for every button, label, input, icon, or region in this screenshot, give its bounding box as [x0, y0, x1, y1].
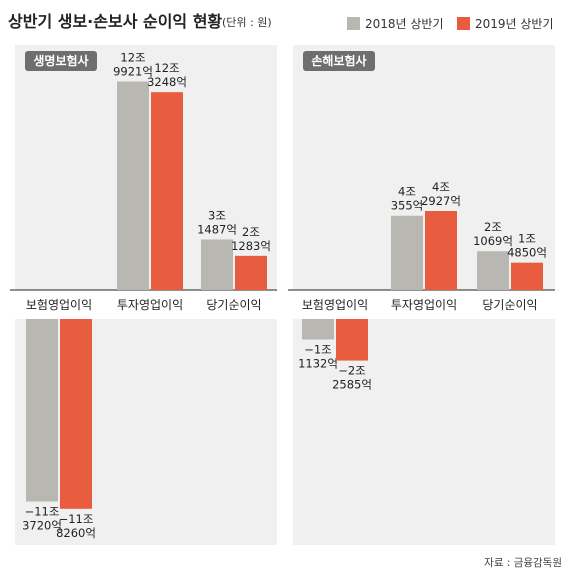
panel2-label: 손해보험사 [311, 53, 366, 68]
panel1-label-bg [25, 51, 97, 71]
panel2-bar [302, 319, 334, 340]
legend-label-2018: 2018년 상반기 [365, 17, 444, 31]
panel2-value-label: 4조 2927억 [421, 180, 461, 208]
panel1-value-label: 2조 1283억 [231, 225, 271, 253]
panel2-value-label: −1조 1132억 [298, 342, 338, 370]
panel1-value-label: −11조 8260억 [56, 512, 96, 540]
panel1-bar [26, 319, 58, 502]
panel1-bar [117, 81, 149, 290]
panel1-value-label: −11조 3720억 [22, 505, 62, 533]
source-note: 자료 : 금융감독원 [484, 557, 562, 569]
panel2-value-label: 2조 1069억 [473, 220, 513, 248]
unit-label: (단위 : 원) [222, 16, 272, 29]
panel1-bar [235, 255, 267, 290]
chart-title: 상반기 생보·손보사 순이익 현황 [8, 12, 222, 31]
panel2-bar [425, 211, 457, 290]
panel2-bar [477, 251, 509, 290]
panel1-lower-bg [15, 319, 277, 545]
panel2-lower-bg [293, 319, 555, 545]
panel1-bar [151, 92, 183, 291]
legend-label-2019: 2019년 상반기 [475, 17, 554, 31]
panel2-category-label: 보험영업이익 [302, 298, 368, 312]
panel2-bar [336, 319, 368, 361]
panel1-label: 생명보험사 [33, 53, 88, 68]
panel2-bar [391, 215, 423, 290]
legend-swatch-2018 [347, 17, 360, 30]
panel2-category-label: 당기순이익 [482, 298, 537, 312]
panel1-value-label: 12조 3248억 [147, 61, 187, 89]
panel1-category-label: 투자영업이익 [117, 298, 183, 312]
panel1-bar [201, 239, 233, 290]
panel2-category-label: 투자영업이익 [391, 298, 457, 312]
panel1-value-label: 12조 9921억 [113, 50, 153, 78]
panel1-category-label: 보험영업이익 [26, 298, 92, 312]
panel2-value-label: 1조 4850억 [507, 232, 547, 260]
panel2-label-bg [303, 51, 375, 71]
panel2-value-label: 4조 355억 [391, 185, 424, 213]
panel1-bar [60, 319, 92, 509]
panel1-value-label: 3조 1487억 [197, 208, 237, 236]
panel2-upper-bg [293, 45, 555, 290]
panel1-category-label: 당기순이익 [206, 298, 261, 312]
panel2-value-label: −2조 2585억 [332, 364, 372, 392]
legend-swatch-2019 [457, 17, 470, 30]
panel2-bar [511, 262, 543, 290]
